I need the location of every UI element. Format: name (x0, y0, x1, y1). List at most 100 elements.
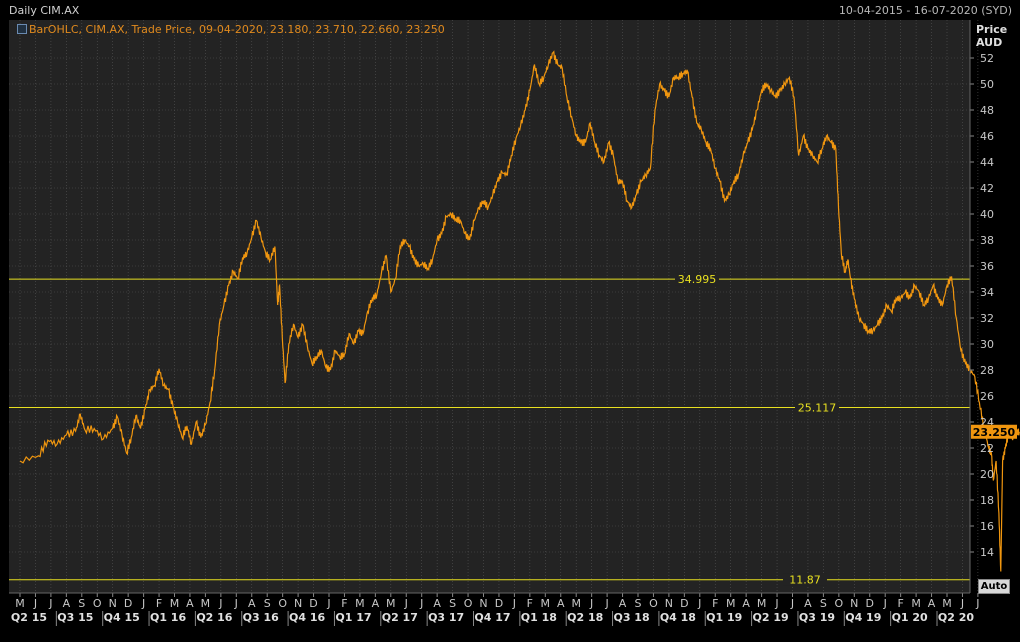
y-tick-label: 26 (980, 390, 994, 403)
auto-scale-button[interactable]: Auto (978, 579, 1010, 594)
plot-area[interactable] (9, 20, 970, 593)
x-month-label: J (218, 597, 222, 610)
x-month-label: D (680, 597, 688, 610)
x-month-label: J (48, 597, 52, 610)
x-month-label: J (774, 597, 778, 610)
x-month-label: J (234, 597, 238, 610)
window-title-bar: Daily CIM.AX 10-04-2015 - 16-07-2020 (SY… (0, 0, 1020, 20)
x-month-label: M (571, 597, 581, 610)
horizontal-lines: 34.995 25.117 11.87 (9, 273, 970, 587)
y-tick-label: 40 (980, 208, 994, 221)
x-month-label: F (156, 597, 162, 610)
price-unit-label: Price (976, 23, 1008, 36)
x-month-label: O (278, 597, 287, 610)
y-tick-label: 42 (980, 182, 994, 195)
x-quarter-label: Q1 19 (706, 611, 742, 624)
x-month-label: F (527, 597, 533, 610)
x-month-label: A (928, 597, 936, 610)
horizontal-line-label: 25.117 (798, 401, 837, 414)
x-quarter-label: Q2 18 (567, 611, 603, 624)
y-tick-label: 36 (980, 260, 994, 273)
last-price-tag (971, 424, 1017, 439)
x-month-label: D (124, 597, 132, 610)
x-quarter-label: Q2 17 (382, 611, 418, 624)
x-month-label: N (665, 597, 673, 610)
x-month-label: F (897, 597, 903, 610)
x-month-label: J (589, 597, 593, 610)
y-tick-label: 16 (980, 520, 994, 533)
x-quarter-label: Q1 17 (335, 611, 371, 624)
y-tick-label: 20 (980, 468, 994, 481)
x-month-label: M (541, 597, 551, 610)
last-price-marker: 23.250 (971, 424, 1017, 439)
x-month-label: N (850, 597, 858, 610)
x-month-label: M (911, 597, 921, 610)
x-quarter-label: Q2 19 (753, 611, 789, 624)
y-tick-label: 50 (980, 78, 994, 91)
x-quarter-label: Q2 15 (11, 611, 47, 624)
price-axis-unit: Price AUD (976, 23, 1007, 49)
grid-lines (9, 20, 979, 593)
y-tick-label: 48 (980, 104, 994, 117)
x-month-label: N (294, 597, 302, 610)
x-month-label: J (960, 597, 964, 610)
x-month-label: A (433, 597, 441, 610)
x-quarter-label: Q3 18 (613, 611, 649, 624)
x-month-label: A (248, 597, 256, 610)
x-month-label: J (141, 597, 145, 610)
series-legend[interactable]: BarOHLC, CIM.AX, Trade Price, 09-04-2020… (17, 23, 445, 36)
x-month-label: J (975, 597, 979, 610)
x-month-label: M (757, 597, 767, 610)
x-quarter-label: Q3 15 (57, 611, 93, 624)
x-month-label: D (309, 597, 317, 610)
y-tick-label: 34 (980, 286, 994, 299)
x-month-label: M (386, 597, 396, 610)
y-tick-label: 44 (980, 156, 994, 169)
x-month-label: M (170, 597, 180, 610)
x-quarter-label: Q1 20 (892, 611, 928, 624)
x-quarter-label: Q4 18 (660, 611, 696, 624)
x-month-label: D (866, 597, 874, 610)
x-month-label: J (512, 597, 516, 610)
x-quarter-label: Q4 17 (474, 611, 510, 624)
x-month-label: J (790, 597, 794, 610)
x-month-label: M (355, 597, 365, 610)
horizontal-line-label: 34.995 (678, 273, 717, 286)
x-quarter-label: Q4 16 (289, 611, 325, 624)
x-month-label: M (201, 597, 211, 610)
horizontal-line-label: 11.87 (789, 574, 821, 587)
x-month-label: M (726, 597, 736, 610)
horizontal-line-label-bg (675, 273, 719, 286)
x-month-label: D (495, 597, 503, 610)
x-month-label: S (635, 597, 642, 610)
y-tick-label: 14 (980, 546, 994, 559)
y-tick-label: 46 (980, 130, 994, 143)
x-month-label: A (804, 597, 812, 610)
x-month-label: F (712, 597, 718, 610)
y-tick-label: 28 (980, 364, 994, 377)
x-month-label: A (186, 597, 194, 610)
x-month-label: J (604, 597, 608, 610)
x-quarter-label: Q2 20 (938, 611, 974, 624)
x-month-label: S (820, 597, 827, 610)
x-quarter-label: Q1 16 (150, 611, 186, 624)
legend-swatch-icon (17, 24, 27, 34)
x-month-label: J (419, 597, 423, 610)
x-month-label: O (835, 597, 844, 610)
horizontal-line-label-bg (783, 573, 827, 586)
x-month-label: N (109, 597, 117, 610)
y-tick-label: 18 (980, 494, 994, 507)
x-month-label: O (464, 597, 473, 610)
currency-unit-label: AUD (976, 36, 1003, 49)
x-month-label: F (341, 597, 347, 610)
x-quarter-label: Q2 16 (196, 611, 232, 624)
x-month-label: A (619, 597, 627, 610)
x-quarter-label: Q3 16 (243, 611, 279, 624)
x-month-label: N (479, 597, 487, 610)
x-month-label: O (93, 597, 102, 610)
x-month-label: S (449, 597, 456, 610)
x-month-label: A (372, 597, 380, 610)
